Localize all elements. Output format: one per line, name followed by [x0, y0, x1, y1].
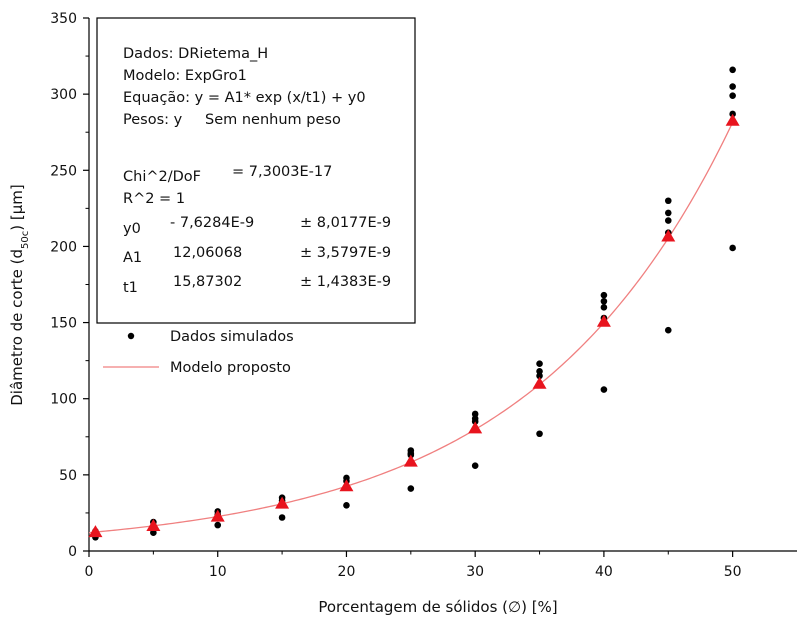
- model-point-triangle: [403, 454, 418, 467]
- data-point: [214, 521, 222, 529]
- y-tick-label: 0: [68, 544, 77, 560]
- fit-param-error-0: ± 8,0177E-9: [300, 215, 391, 231]
- fit-weights-label: Pesos: y: [123, 112, 183, 128]
- data-point: [536, 368, 543, 375]
- model-point-triangle: [210, 509, 225, 522]
- y-tick-label: 100: [50, 392, 77, 408]
- fit-r2: R^2 = 1: [123, 191, 185, 207]
- data-point: [664, 217, 672, 224]
- fit-chi2-value: = 7,3003E-17: [232, 164, 332, 180]
- y-axis-label: Diâmetro de corte (d50c) [μm]: [8, 184, 31, 406]
- model-point-triangle: [275, 496, 290, 509]
- data-point: [664, 326, 672, 334]
- x-tick-label: 0: [85, 564, 94, 580]
- model-point-triangle: [146, 519, 161, 532]
- model-point-triangle: [596, 314, 611, 327]
- fit-param-name-2: t1: [123, 280, 138, 296]
- fit-param-value-2: 15,87302: [173, 274, 242, 290]
- y-tick-label: 50: [59, 468, 77, 484]
- data-point: [536, 430, 543, 438]
- data-point: [343, 502, 350, 509]
- data-point: [729, 66, 736, 74]
- model-point-triangle: [88, 525, 103, 538]
- x-tick-label: 10: [209, 564, 227, 580]
- data-point: [536, 372, 543, 380]
- data-point: [729, 83, 736, 90]
- fit-param-value-0: - 7,6284E-9: [170, 215, 254, 231]
- legend-label-model: Modelo proposto: [170, 360, 291, 376]
- x-tick-label: 50: [724, 564, 742, 580]
- data-point: [600, 386, 608, 393]
- data-point: [600, 304, 608, 311]
- fit-param-error-1: ± 3,5797E-9: [300, 245, 391, 261]
- fit-param-name-1: A1: [123, 250, 142, 266]
- fit-chi2-label: Chi^2/DoF: [123, 169, 201, 185]
- y-axis-label-part-1: Diâmetro de corte (d: [8, 249, 26, 406]
- data-point: [471, 415, 479, 422]
- fit-param-name-0: y0: [123, 221, 141, 237]
- model-points-layer: [88, 113, 740, 538]
- fit-model: Modelo: ExpGro1: [123, 68, 247, 84]
- data-point: [471, 462, 479, 470]
- model-point-triangle: [661, 229, 676, 242]
- y-tick-label: 150: [50, 316, 77, 332]
- model-point-triangle: [339, 479, 354, 492]
- data-point: [536, 360, 543, 367]
- legend-label-data: Dados simulados: [170, 329, 294, 345]
- model-point-triangle: [468, 421, 483, 434]
- legend-point-marker: [127, 332, 135, 340]
- fit-weights-value: Sem nenhum peso: [205, 112, 341, 128]
- data-point: [471, 410, 479, 418]
- data-point: [150, 529, 157, 537]
- model-point-triangle: [532, 376, 547, 389]
- tick-marks: 0 10 20 30 40 50 0 50 100 150 200 250 300 350: [50, 11, 741, 580]
- fit-param-error-2: ± 1,4383E-9: [300, 274, 391, 290]
- data-point: [278, 514, 286, 521]
- data-point: [600, 291, 608, 299]
- y-tick-label: 250: [50, 163, 77, 179]
- data-point: [407, 447, 415, 454]
- data-point: [407, 485, 415, 492]
- y-axis-label-part-3: ) [μm]: [8, 184, 26, 230]
- fit-dataset: Dados: DRietema_H: [123, 46, 268, 62]
- x-axis-label: Porcentagem de sólidos (∅) [%]: [318, 598, 557, 616]
- y-tick-label: 350: [50, 11, 77, 27]
- data-point: [664, 197, 672, 205]
- data-point: [600, 297, 608, 305]
- data-point: [729, 244, 736, 252]
- model-point-triangle: [725, 113, 740, 126]
- data-point: [343, 474, 350, 482]
- x-tick-label: 40: [595, 564, 613, 580]
- x-tick-label: 20: [338, 564, 356, 580]
- data-point: [664, 209, 672, 217]
- data-point: [729, 92, 736, 99]
- fit-info-box: [96, 17, 416, 324]
- y-tick-label: 300: [50, 87, 77, 103]
- fit-param-value-1: 12,06068: [173, 245, 242, 261]
- y-axis-label-subscript: 50c: [20, 231, 31, 249]
- y-tick-label: 200: [50, 239, 77, 255]
- x-tick-label: 30: [466, 564, 484, 580]
- fit-equation: Equação: y = A1* exp (x/t1) + y0: [123, 90, 366, 106]
